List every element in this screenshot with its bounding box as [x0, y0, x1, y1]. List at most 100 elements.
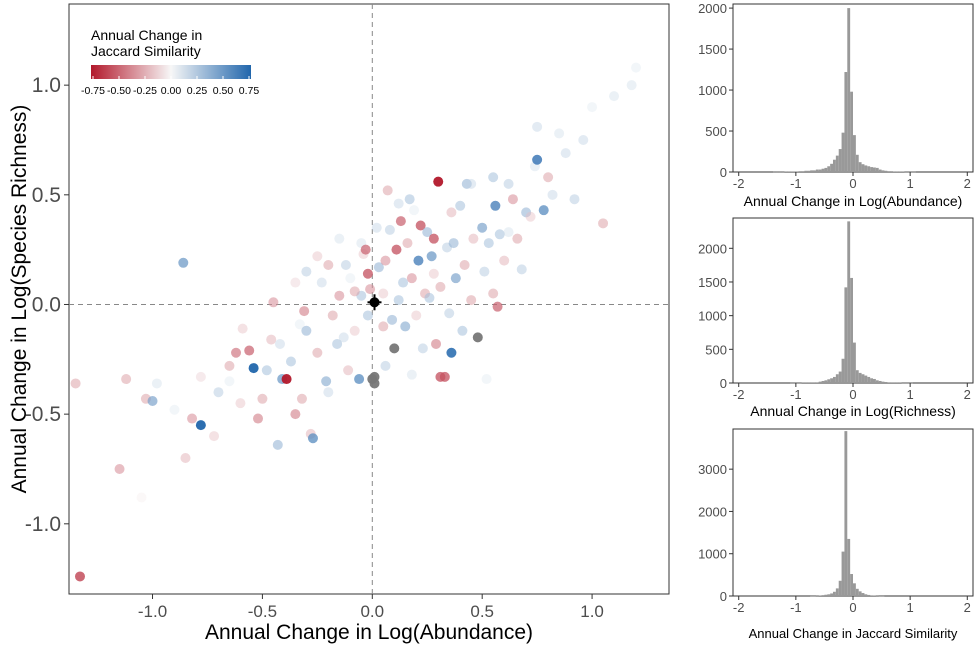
scatter-point	[248, 363, 259, 374]
histogram-y-tick-label: 1000	[698, 83, 727, 98]
histogram-bar	[821, 380, 825, 383]
scatter-point	[424, 292, 435, 303]
histogram-y-tick-label: 1500	[698, 275, 727, 290]
scatter-point	[415, 220, 426, 231]
scatter-point	[444, 308, 455, 319]
scatter-point	[446, 207, 457, 218]
histogram-bar	[833, 159, 836, 172]
scatter-point	[417, 343, 428, 354]
histogram-bar	[821, 168, 825, 172]
scatter-point	[609, 91, 620, 102]
scatter-point	[384, 224, 395, 235]
scatter-x-tick-label: 1.0	[580, 602, 604, 621]
histogram-x-tick-label: 1	[907, 387, 914, 402]
histogram-bar	[838, 580, 842, 596]
scatter-panel: -1.0 -0.5 0.0 0.5 1.0 -1.0 -0.5 0.0 0.5 1.0 Annu…	[8, 3, 670, 644]
scatter-point	[180, 453, 191, 464]
scatter-y-axis: -1.0 -0.5 0.0 0.5 1.0	[25, 74, 69, 536]
histogram-bar	[873, 167, 876, 172]
scatter-point	[296, 393, 307, 404]
scatter-x-axis: -1.0 -0.5 0.0 0.5 1.0	[138, 594, 604, 621]
scatter-point	[244, 345, 255, 356]
scatter-point	[338, 332, 349, 343]
histogram-y-tick-label: 2000	[698, 504, 727, 519]
histogram-jaccard-x-title: Annual Change in Jaccard Similarity	[749, 626, 958, 641]
histogram-bar	[804, 170, 808, 172]
scatter-point	[402, 238, 413, 249]
scatter-point	[301, 266, 312, 277]
histogram-bar	[835, 374, 839, 383]
scatter-point	[428, 233, 439, 244]
scatter-point	[290, 277, 301, 288]
histogram-abundance-axes: -2 -1 0 1 2 0 500 1000 1500 2000	[698, 1, 971, 191]
scatter-point	[169, 404, 180, 415]
histogram-bar	[844, 431, 848, 596]
scatter-point	[74, 571, 85, 582]
histogram-bar	[870, 378, 873, 383]
scatter-point	[369, 378, 380, 389]
histogram-jaccard-axes: -2 -1 0 1 2 0 1000 2000 3000	[698, 462, 971, 615]
scatter-point	[481, 374, 492, 385]
scatter-y-axis-title: Annual Change in Log(Species Richness)	[8, 105, 31, 494]
histogram-bar	[844, 287, 848, 383]
scatter-point	[321, 376, 332, 387]
histogram-bar	[824, 380, 828, 383]
scatter-point	[626, 80, 637, 91]
scatter-point	[466, 178, 477, 189]
scatter-point	[543, 172, 554, 183]
scatter-point	[147, 395, 158, 406]
scatter-point	[178, 257, 189, 268]
legend-tick-label: 0.25	[187, 85, 208, 97]
scatter-point	[431, 338, 442, 349]
scatter-point	[411, 310, 422, 321]
scatter-point	[114, 463, 125, 474]
scatter-point	[237, 323, 248, 334]
scatter-point	[380, 360, 391, 371]
histogram-bar	[875, 380, 879, 383]
legend-title-line2: Jaccard Similarity	[91, 43, 201, 59]
scatter-point	[312, 251, 323, 262]
histogram-bar	[833, 376, 836, 383]
scatter-point	[281, 374, 292, 385]
scatter-x-axis-title: Annual Change in Log(Abundance)	[205, 621, 533, 644]
scatter-point	[404, 194, 415, 205]
histogram-x-tick-label: 2	[964, 176, 971, 191]
histogram-bar	[801, 171, 805, 172]
histogram-bar	[841, 551, 845, 596]
histogram-bar	[884, 170, 888, 172]
scatter-point	[468, 233, 479, 244]
histogram-y-tick-label: 0	[720, 376, 727, 391]
histogram-bar	[838, 149, 842, 172]
scatter-point	[426, 251, 437, 262]
histogram-bar	[881, 381, 885, 383]
histogram-x-tick-label: 2	[964, 600, 971, 615]
scatter-point	[409, 205, 420, 216]
histogram-bar	[881, 170, 885, 172]
histogram-bar	[833, 591, 836, 596]
scatter-point	[187, 413, 198, 424]
histogram-bar	[807, 170, 811, 172]
scatter-point	[253, 413, 264, 424]
histogram-bar	[867, 376, 871, 383]
scatter-point	[272, 439, 283, 450]
histogram-x-tick-label: 2	[964, 387, 971, 402]
scatter-point	[380, 255, 391, 266]
histogram-bar	[818, 169, 822, 172]
histogram-abundance-panel: -2 -1 0 1 2 0 500 1000 1500 2000 Annual Change in…	[698, 1, 974, 209]
scatter-point	[195, 420, 206, 431]
scatter-point	[587, 102, 598, 113]
histogram-x-tick-label: -2	[733, 387, 745, 402]
histogram-x-tick-label: -1	[790, 387, 802, 402]
histogram-bar	[847, 221, 851, 383]
scatter-point	[268, 297, 279, 308]
scatter-point	[213, 387, 224, 398]
histogram-bar	[878, 169, 882, 172]
histogram-bar	[855, 588, 859, 596]
scatter-point	[448, 238, 459, 249]
histogram-bar	[864, 165, 868, 172]
scatter-point	[387, 314, 398, 325]
scatter-point	[316, 277, 327, 288]
scatter-point	[257, 393, 268, 404]
scatter-point	[483, 238, 494, 249]
